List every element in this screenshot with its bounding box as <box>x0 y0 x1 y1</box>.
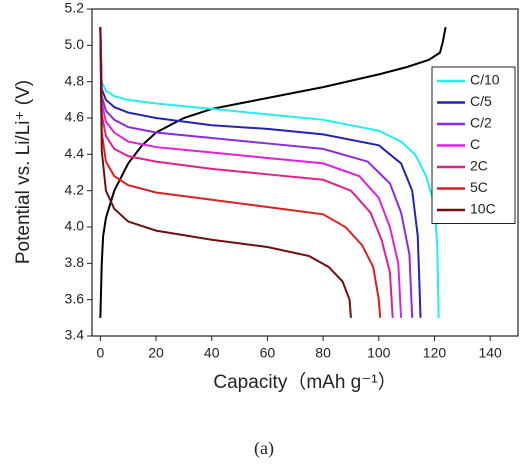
series-line <box>99 27 440 318</box>
legend-label: 10C <box>470 201 496 217</box>
y-tick-label: 5.2 <box>65 0 85 16</box>
y-tick-label: 3.4 <box>65 327 85 343</box>
series-line <box>99 27 352 318</box>
y-tick-label: 4.8 <box>65 72 85 88</box>
y-tick-label: 5.0 <box>65 36 85 52</box>
x-tick-label: 140 <box>478 345 502 361</box>
y-tick-label: 4.4 <box>65 145 85 161</box>
series-line <box>99 27 403 318</box>
y-tick-label: 3.8 <box>65 254 85 270</box>
legend-label: 5C <box>470 179 488 195</box>
legend-label: C <box>470 136 480 152</box>
y-tick-label: 3.6 <box>65 290 85 306</box>
caption: (a) <box>254 438 274 459</box>
y-tick-label: 4.0 <box>65 218 85 234</box>
series-line <box>99 26 447 318</box>
x-tick-label: 100 <box>367 345 391 361</box>
series-line <box>99 27 382 318</box>
series-line <box>99 27 394 318</box>
x-tick-label: 120 <box>423 345 447 361</box>
legend-label: C/2 <box>470 115 492 131</box>
x-tick-label: 20 <box>148 345 164 361</box>
legend-label: 2C <box>470 158 488 174</box>
legend-label: C/5 <box>470 93 492 109</box>
x-axis-label: Capacity（mAh g⁻¹） <box>213 371 396 393</box>
x-tick-label: 80 <box>315 345 331 361</box>
y-axis-label: Potential vs. Li/Li⁺ (V) <box>13 80 34 264</box>
series-line <box>99 27 414 318</box>
x-tick-label: 60 <box>260 345 276 361</box>
x-tick-label: 40 <box>204 345 220 361</box>
series-line <box>99 27 422 318</box>
plot-frame <box>91 8 519 337</box>
y-tick-label: 4.2 <box>65 181 85 197</box>
y-tick-label: 4.6 <box>65 109 85 125</box>
legend-label: C/10 <box>470 72 500 88</box>
x-tick-label: 0 <box>96 345 104 361</box>
